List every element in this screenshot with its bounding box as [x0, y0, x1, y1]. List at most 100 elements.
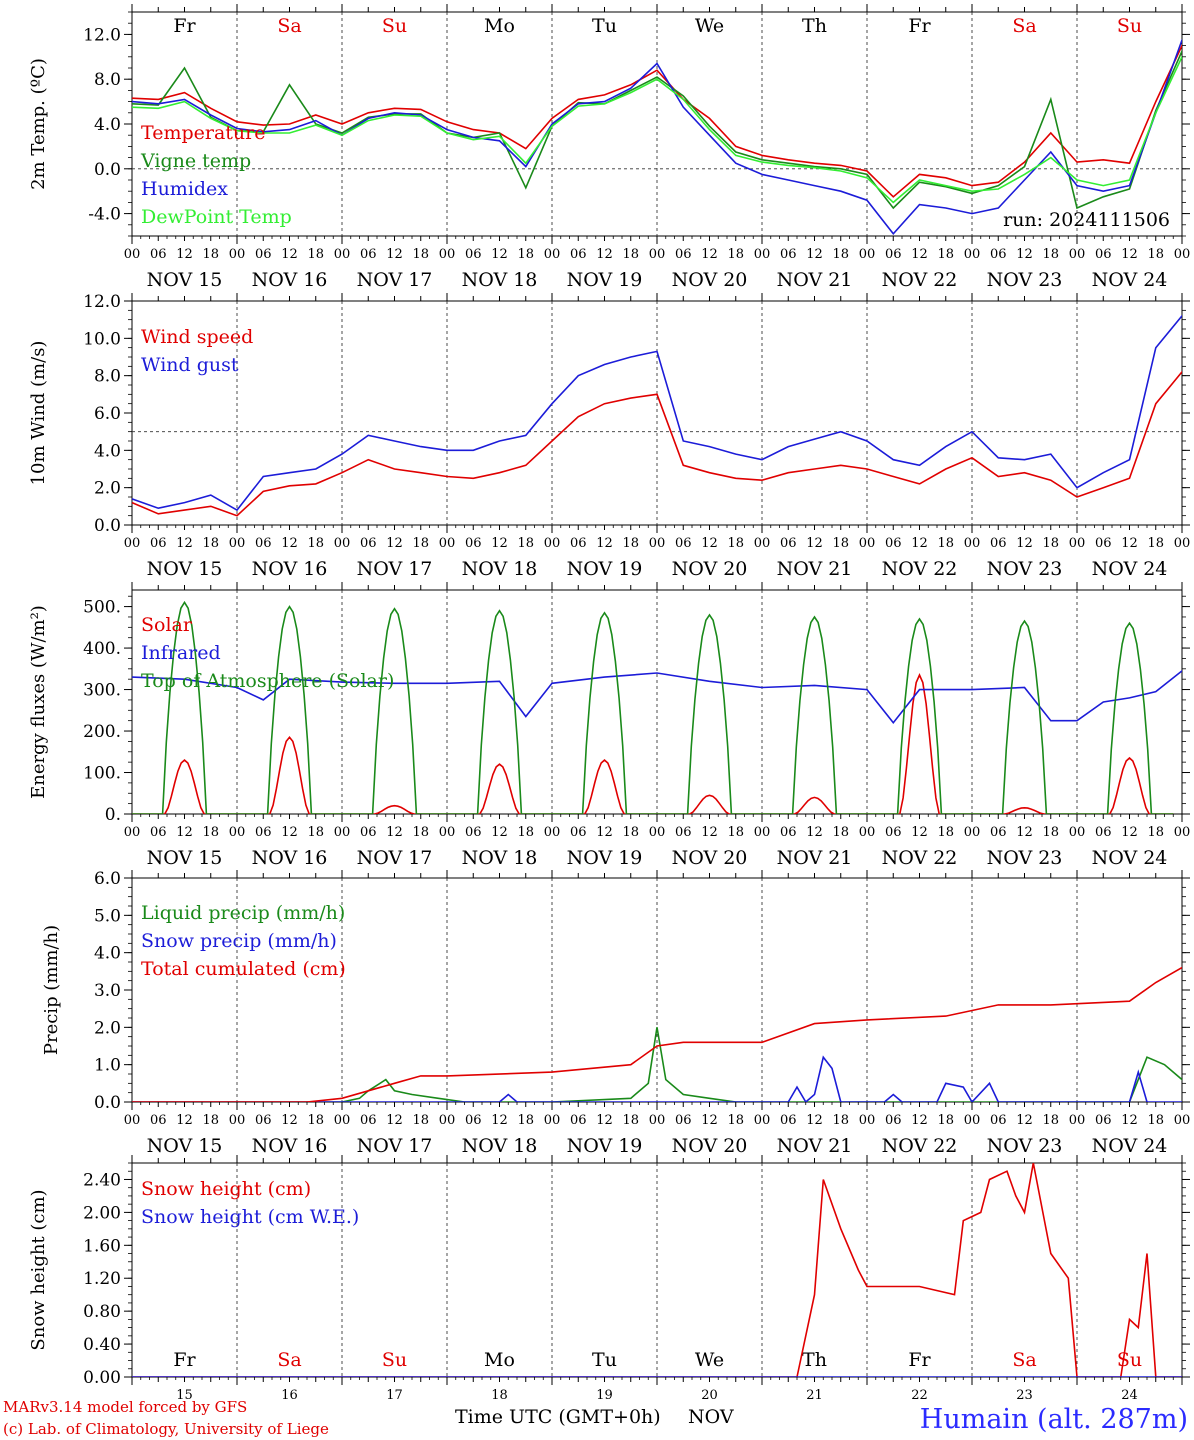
hour-tick-label: 12 — [281, 1113, 298, 1128]
hour-tick-label: 06 — [360, 1113, 377, 1128]
hour-tick-label: 00 — [649, 536, 666, 551]
weekday-label: Fr — [908, 1349, 931, 1371]
hour-tick-label: 06 — [990, 536, 1007, 551]
weekday-label: Mo — [484, 1349, 515, 1371]
date-label: NOV 17 — [357, 558, 433, 580]
hour-tick-label: 06 — [675, 1113, 692, 1128]
hour-tick-label: 06 — [990, 1113, 1007, 1128]
date-label: NOV 23 — [987, 1135, 1063, 1157]
hour-tick-label: 00 — [1069, 1113, 1086, 1128]
date-label: NOV 19 — [567, 269, 643, 291]
hour-tick-label: 12 — [176, 247, 193, 262]
y-axis-label: 2m Temp. (ºC) — [28, 58, 49, 190]
hour-tick-label: 18 — [1147, 1113, 1164, 1128]
weekday-label: Tu — [592, 1349, 617, 1371]
hour-tick-label: 12 — [1016, 825, 1033, 840]
date-label: NOV 21 — [777, 269, 853, 291]
weekday-label: Sa — [1012, 1349, 1036, 1371]
hour-tick-label: 00 — [859, 825, 876, 840]
legend-entry: Snow precip (mm/h) — [141, 930, 337, 952]
y-tick-label: 4.0 — [94, 441, 121, 461]
hour-tick-label: 00 — [544, 1113, 561, 1128]
hour-tick-label: 12 — [1016, 1113, 1033, 1128]
hour-tick-label: 00 — [1174, 1113, 1191, 1128]
hour-tick-label: 06 — [1095, 825, 1112, 840]
hour-tick-label: 18 — [937, 536, 954, 551]
hour-tick-label: 00 — [964, 247, 981, 262]
hour-tick-label: 12 — [806, 825, 823, 840]
date-label: NOV 20 — [672, 269, 748, 291]
hour-tick-label: 18 — [1147, 825, 1164, 840]
y-tick-label: 2.0 — [94, 479, 121, 499]
weekday-label: Th — [802, 1349, 827, 1371]
hour-tick-label: 18 — [202, 247, 219, 262]
date-label: NOV 22 — [882, 847, 958, 869]
y-tick-label: 2.0 — [94, 1018, 121, 1038]
y-axis-label: 10m Wind (m/s) — [28, 341, 49, 486]
hour-tick-label: 12 — [701, 536, 718, 551]
hour-tick-label: 06 — [1095, 536, 1112, 551]
hour-tick-label: 12 — [491, 536, 508, 551]
date-label: NOV 22 — [882, 558, 958, 580]
legend-entry: DewPoint Temp — [141, 206, 292, 228]
hour-tick-label: 06 — [255, 536, 272, 551]
legend-entry: Temperature — [141, 122, 265, 144]
hour-tick-label: 18 — [517, 247, 534, 262]
day-number-label: 16 — [281, 1388, 298, 1403]
hour-tick-label: 06 — [885, 1113, 902, 1128]
hour-tick-label: 12 — [176, 1113, 193, 1128]
series-line-2 — [132, 50, 1182, 210]
hour-tick-label: 06 — [1095, 247, 1112, 262]
date-label: NOV 17 — [357, 269, 433, 291]
hour-tick-label: 18 — [202, 825, 219, 840]
hour-tick-label: 18 — [727, 1113, 744, 1128]
y-tick-label: 0.0 — [94, 160, 121, 180]
hour-tick-label: 00 — [229, 247, 246, 262]
y-tick-label: 0. — [105, 805, 121, 825]
hour-tick-label: 12 — [386, 1113, 403, 1128]
hour-tick-label: 00 — [124, 536, 141, 551]
y-tick-label: 1.60 — [83, 1236, 121, 1256]
hour-tick-label: 00 — [439, 1113, 456, 1128]
date-label: NOV 24 — [1092, 269, 1168, 291]
hour-tick-label: 12 — [281, 247, 298, 262]
hour-tick-label: 18 — [727, 536, 744, 551]
date-label: NOV 19 — [567, 558, 643, 580]
hour-tick-label: 12 — [1121, 536, 1138, 551]
hour-tick-label: 06 — [675, 825, 692, 840]
hour-tick-label: 18 — [412, 1113, 429, 1128]
date-label: NOV 16 — [252, 558, 328, 580]
hour-tick-label: 06 — [675, 536, 692, 551]
hour-tick-label: 18 — [727, 825, 744, 840]
hour-tick-label: 12 — [911, 1113, 928, 1128]
y-tick-label: 4.0 — [94, 944, 121, 964]
hour-tick-label: 06 — [675, 247, 692, 262]
y-tick-label: 1.20 — [83, 1269, 121, 1289]
date-label: NOV 16 — [252, 847, 328, 869]
day-number-label: 21 — [806, 1388, 823, 1403]
y-tick-label: 2.40 — [83, 1170, 121, 1190]
hour-tick-label: 06 — [360, 247, 377, 262]
x-axis-title: Time UTC (GMT+0h) — [455, 1406, 661, 1428]
legend-entry: Liquid precip (mm/h) — [141, 902, 345, 924]
weekday-label: Su — [1117, 1349, 1142, 1371]
hour-tick-label: 00 — [334, 825, 351, 840]
date-label: NOV 20 — [672, 1135, 748, 1157]
hour-tick-label: 18 — [832, 1113, 849, 1128]
date-label: NOV 16 — [252, 269, 328, 291]
y-tick-label: 10.0 — [83, 329, 121, 349]
hour-tick-label: 06 — [780, 1113, 797, 1128]
hour-tick-label: 18 — [727, 247, 744, 262]
series-line-3 — [132, 600, 1174, 814]
hour-tick-label: 00 — [229, 825, 246, 840]
legend-entry: Infrared — [141, 642, 221, 664]
hour-tick-label: 18 — [622, 1113, 639, 1128]
day-number-label: 18 — [491, 1388, 508, 1403]
hour-tick-label: 12 — [701, 247, 718, 262]
day-number-label: 17 — [386, 1388, 403, 1403]
y-tick-label: 12.0 — [83, 292, 121, 312]
legend-entry: Total cumulated (cm) — [141, 958, 346, 980]
hour-tick-label: 18 — [832, 247, 849, 262]
date-label: NOV 22 — [882, 269, 958, 291]
hour-tick-label: 06 — [780, 825, 797, 840]
